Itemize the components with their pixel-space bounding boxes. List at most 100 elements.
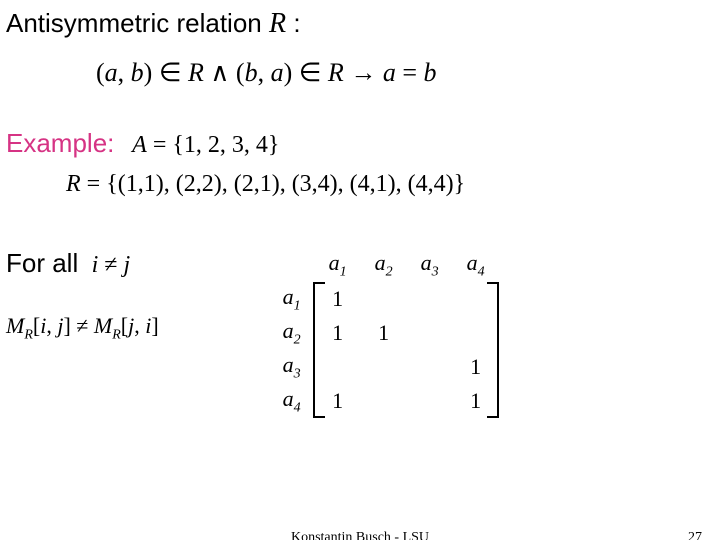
example-A: A = {1, 2, 3, 4} [132, 132, 279, 158]
forall-block: For all i ≠ j MR[i, j] ≠ MR[j, i] a1 a2 … [6, 248, 710, 418]
mr-Rsub2: R [112, 327, 121, 342]
matrix-rowhdr-4: a4 [269, 384, 315, 418]
matrix-cell-1-4 [453, 282, 499, 316]
mr-M1: M [6, 313, 24, 338]
example-A-lhs: A [132, 132, 147, 158]
matrix-rowhdr-2: a2 [269, 316, 315, 350]
matrix-cell-2-3 [407, 316, 453, 350]
def-b: b [131, 58, 144, 87]
matrix-cell-4-3 [407, 384, 453, 418]
matrix-cell-2-4 [453, 316, 499, 350]
matrix: a1 a2 a3 a4 a1 1 [269, 248, 499, 418]
forall-j: j [123, 252, 130, 278]
matrix-cell-1-2 [361, 282, 407, 316]
matrix-rowhdr-4-sub: 4 [294, 400, 301, 415]
matrix-cell-3-4: 1 [453, 350, 499, 384]
matrix-rowhdr-1-sub: 1 [294, 298, 301, 313]
mr-rb1: ] [63, 313, 70, 338]
matrix-rowhdr-1: a1 [269, 282, 315, 316]
matrix-cell-4-1: 1 [315, 384, 361, 418]
def-rp2: ) [284, 58, 293, 87]
matrix-colhdr-4-sub: 4 [478, 264, 485, 279]
matrix-cell-1-1: 1 [315, 282, 361, 316]
def-eq: = [396, 58, 424, 87]
matrix-colhdr-1-sub: 1 [340, 264, 347, 279]
matrix-row-1: a1 1 [269, 282, 499, 316]
matrix-cell-2-2: 1 [361, 316, 407, 350]
matrix-cell-4-4: 1 [453, 384, 499, 418]
matrix-row-2: a2 1 1 [269, 316, 499, 350]
def-in2: ∈ [292, 58, 328, 87]
matrix-body: a1 1 a2 1 1 a3 [269, 282, 499, 418]
matrix-colhdr-3: a3 [407, 248, 453, 282]
mr-lb2: [ [121, 313, 128, 338]
def-a2: a [271, 58, 284, 87]
matrix-cell-2-1: 1 [315, 316, 361, 350]
def-R2: R [328, 58, 344, 87]
matrix-colhdr-3-sub: 3 [432, 264, 439, 279]
matrix-colhdr-2-sub: 2 [386, 264, 393, 279]
def-in1: ∈ [152, 58, 188, 87]
example-R-rhs: {(1,1), (2,2), (2,1), (3,4), (4,1), (4,4… [106, 171, 465, 197]
matrix-rowhdr-2-sub: 2 [294, 332, 301, 347]
example-R: R = {(1,1), (2,2), (2,1), (3,4), (4,1), … [66, 171, 710, 198]
mr-c: , [46, 313, 57, 338]
mr-c2: , [134, 313, 145, 338]
title-line: Antisymmetric relation R : [6, 8, 710, 40]
matrix-colhdr-4-a: a [467, 250, 478, 275]
matrix-colhdr-2: a2 [361, 248, 407, 282]
def-and: ∧ [204, 58, 236, 87]
title-R: R [269, 8, 286, 39]
def-c2: , [258, 58, 271, 87]
matrix-colhdr-4: a4 [453, 248, 499, 282]
def-b2: b [245, 58, 258, 87]
matrix-colhdr-2-a: a [375, 250, 386, 275]
def-lp1: ( [96, 58, 105, 87]
forall-left: For all i ≠ j MR[i, j] ≠ MR[j, i] [6, 248, 159, 343]
mr-line: MR[i, j] ≠ MR[j, i] [6, 313, 159, 343]
mr-neq: ≠ [71, 313, 94, 338]
example-A-rhs: {1, 2, 3, 4} [172, 132, 279, 158]
slide: Antisymmetric relation R : (a, b) ∈ R ∧ … [0, 0, 720, 540]
def-R1: R [188, 58, 204, 87]
matrix-rowhdr-3-sub: 3 [294, 366, 301, 381]
matrix-rowhdr-4-a: a [283, 386, 294, 411]
mr-M2: M [94, 313, 112, 338]
def-lp2: ( [236, 58, 245, 87]
matrix-col-headers: a1 a2 a3 a4 [269, 248, 499, 282]
definition-formula: (a, b) ∈ R ∧ (b, a) ∈ R → a = b [96, 58, 710, 88]
def-arrow: → [344, 58, 383, 87]
footer-author: Konstantin Busch - LSU [291, 530, 429, 540]
def-b3: b [423, 58, 436, 87]
matrix-rows: a1 1 a2 1 1 a3 [269, 282, 499, 418]
footer-page-number: 27 [688, 530, 702, 540]
matrix-row-3: a3 1 [269, 350, 499, 384]
title-prefix: Antisymmetric relation [6, 8, 262, 38]
matrix-colhdr-1-a: a [329, 250, 340, 275]
matrix-rowhdr-1-a: a [283, 284, 294, 309]
matrix-row-4: a4 1 1 [269, 384, 499, 418]
def-c1: , [118, 58, 131, 87]
mr-Rsub1: R [24, 327, 33, 342]
matrix-cell-3-1 [315, 350, 361, 384]
matrix-colhdr-1: a1 [315, 248, 361, 282]
example-label: Example: [6, 128, 114, 158]
def-a: a [105, 58, 118, 87]
example-R-eq: = [81, 171, 107, 197]
matrix-cell-3-3 [407, 350, 453, 384]
matrix-cell-4-2 [361, 384, 407, 418]
matrix-cell-3-2 [361, 350, 407, 384]
matrix-rowhdr-2-a: a [283, 318, 294, 343]
title-suffix: : [293, 8, 300, 38]
def-a3: a [383, 58, 396, 87]
forall-neq: ≠ [98, 252, 123, 278]
forall-label: For all [6, 248, 78, 278]
matrix-rowhdr-3: a3 [269, 350, 315, 384]
example-A-eq: = [147, 132, 173, 158]
mr-rb2: ] [151, 313, 158, 338]
matrix-rowhdr-3-a: a [283, 352, 294, 377]
matrix-colhdr-3-a: a [421, 250, 432, 275]
example-R-lhs: R [66, 171, 81, 197]
matrix-cell-1-3 [407, 282, 453, 316]
forall-line: For all i ≠ j [6, 248, 159, 279]
